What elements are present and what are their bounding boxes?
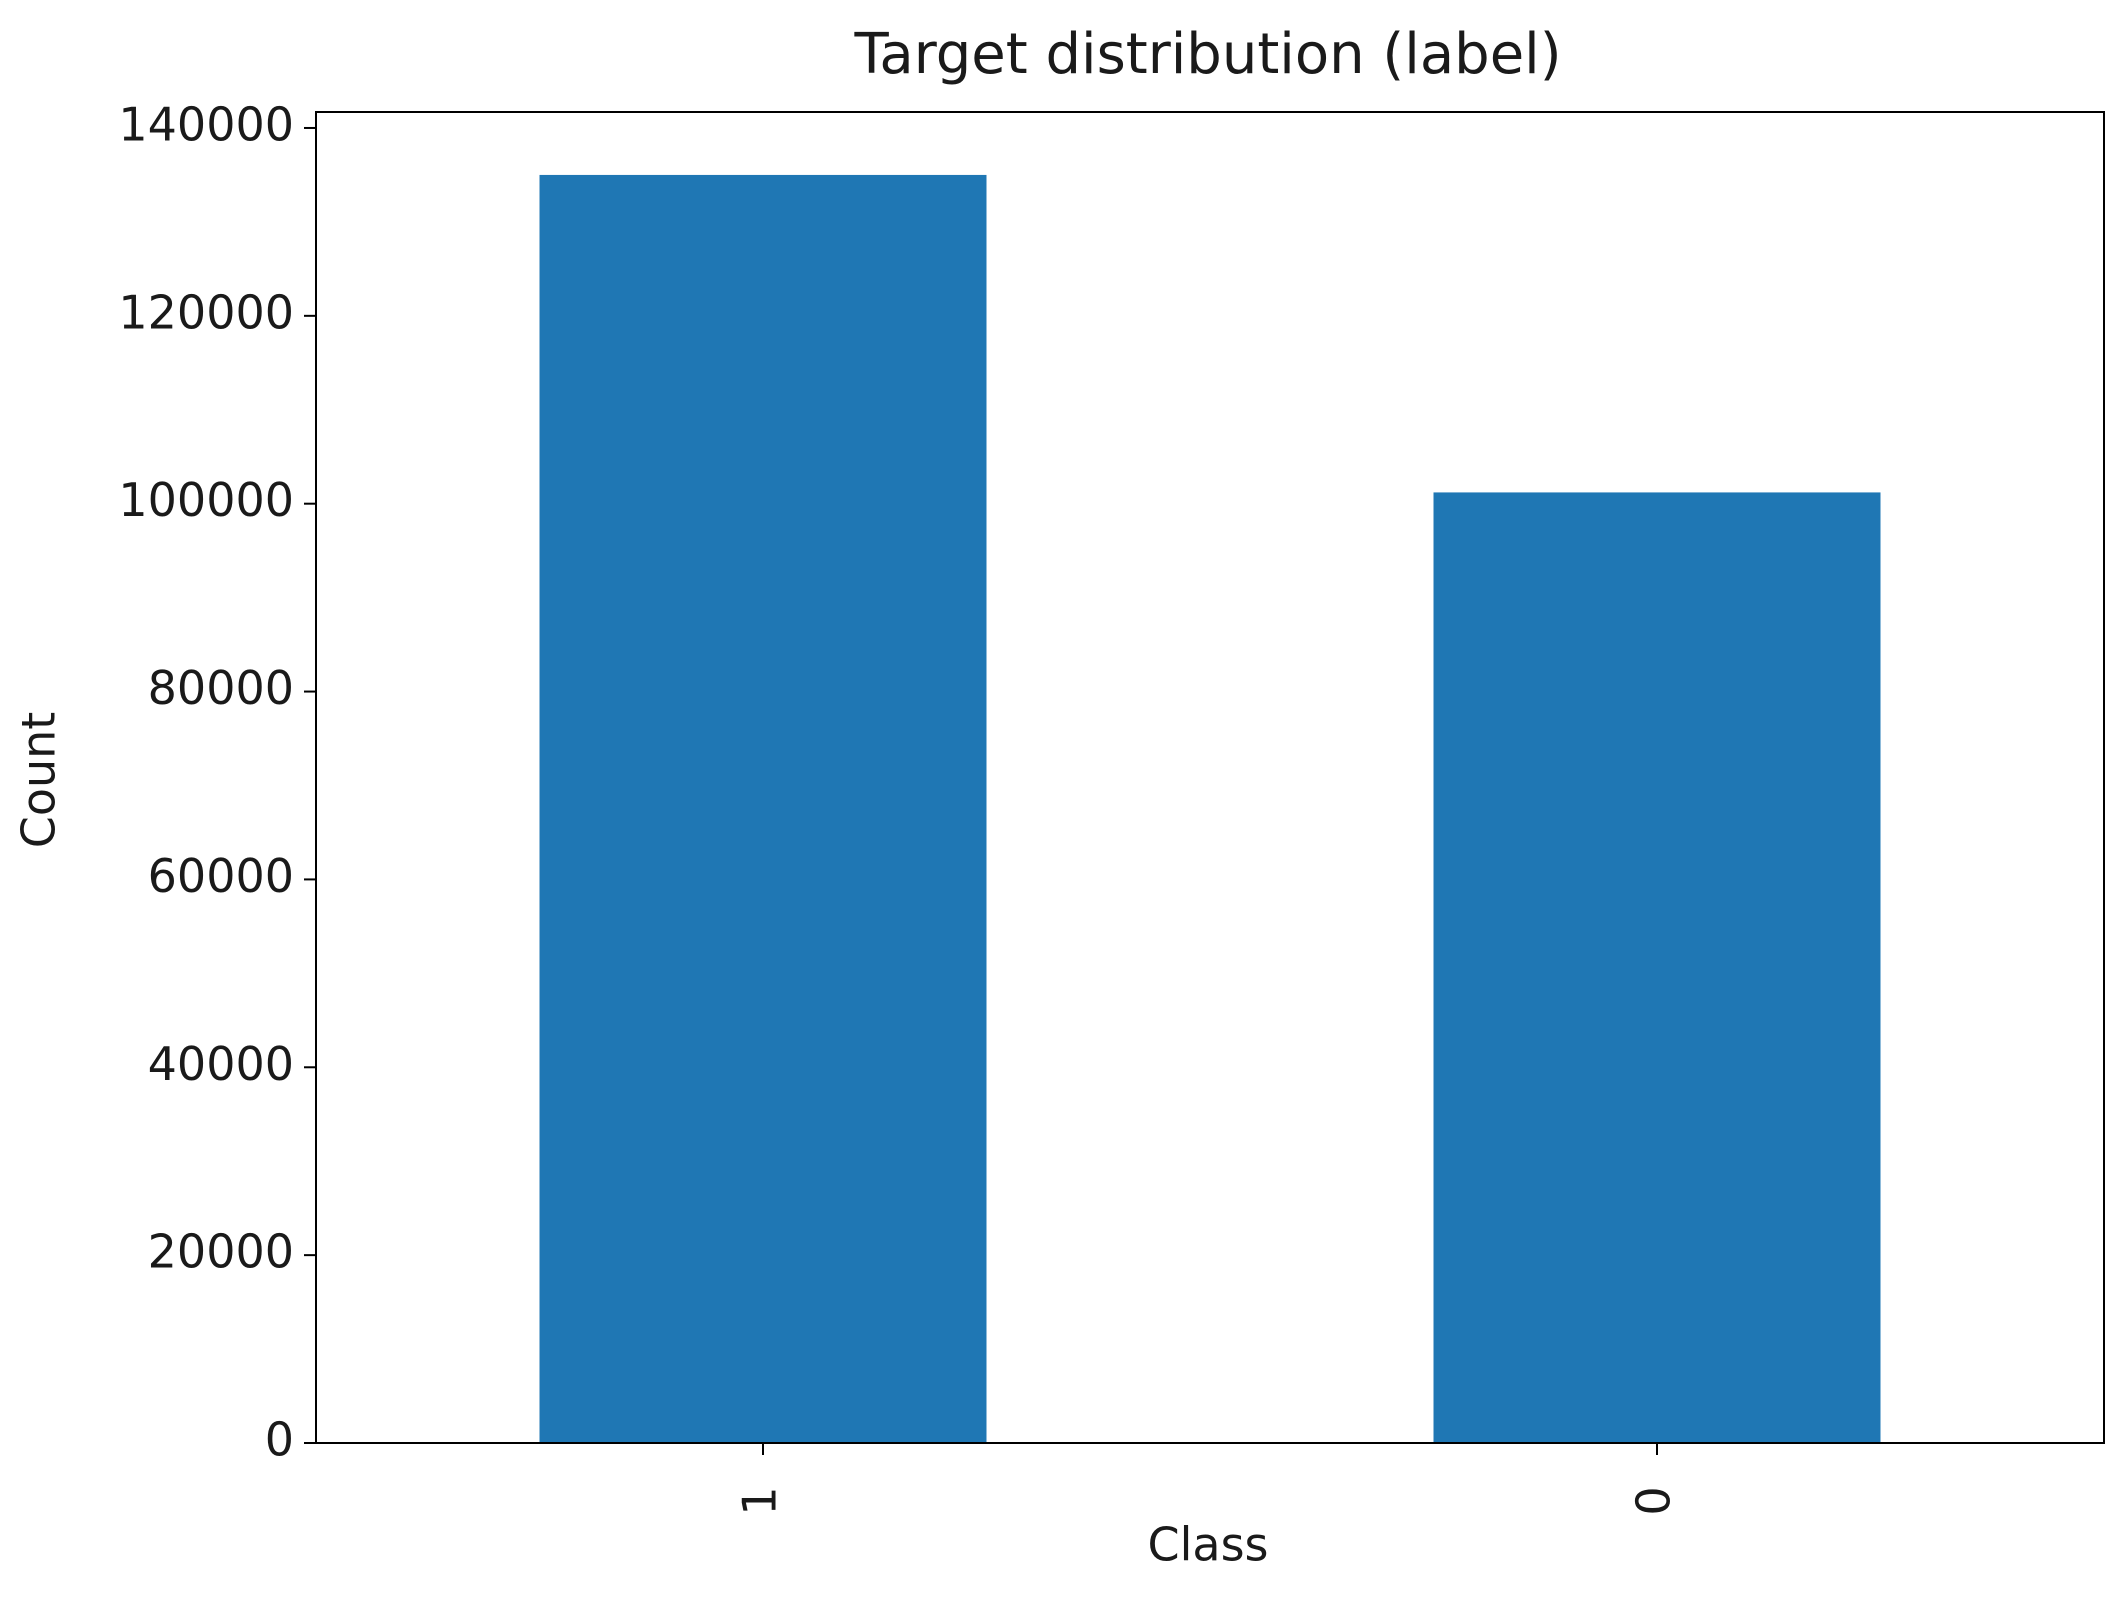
y-tick-label: 120000 [118,285,294,339]
bar [539,174,987,1443]
chart-title: Target distribution (label) [853,22,1561,87]
y-tick-label: 60000 [148,849,294,903]
y-tick-label: 40000 [148,1037,294,1091]
x-tick-label: 1 [733,1486,787,1515]
y-tick-label: 0 [265,1413,294,1467]
bar [1433,492,1881,1443]
y-tick-label: 80000 [148,661,294,715]
plot-frame [315,111,2105,1444]
y-tick-label: 140000 [118,97,294,151]
y-axis-label: Count [12,712,66,849]
y-tick-label: 100000 [118,473,294,527]
x-tick-label: 0 [1627,1486,1681,1515]
x-axis-label: Class [1147,1518,1268,1572]
y-tick-label: 20000 [148,1225,294,1279]
